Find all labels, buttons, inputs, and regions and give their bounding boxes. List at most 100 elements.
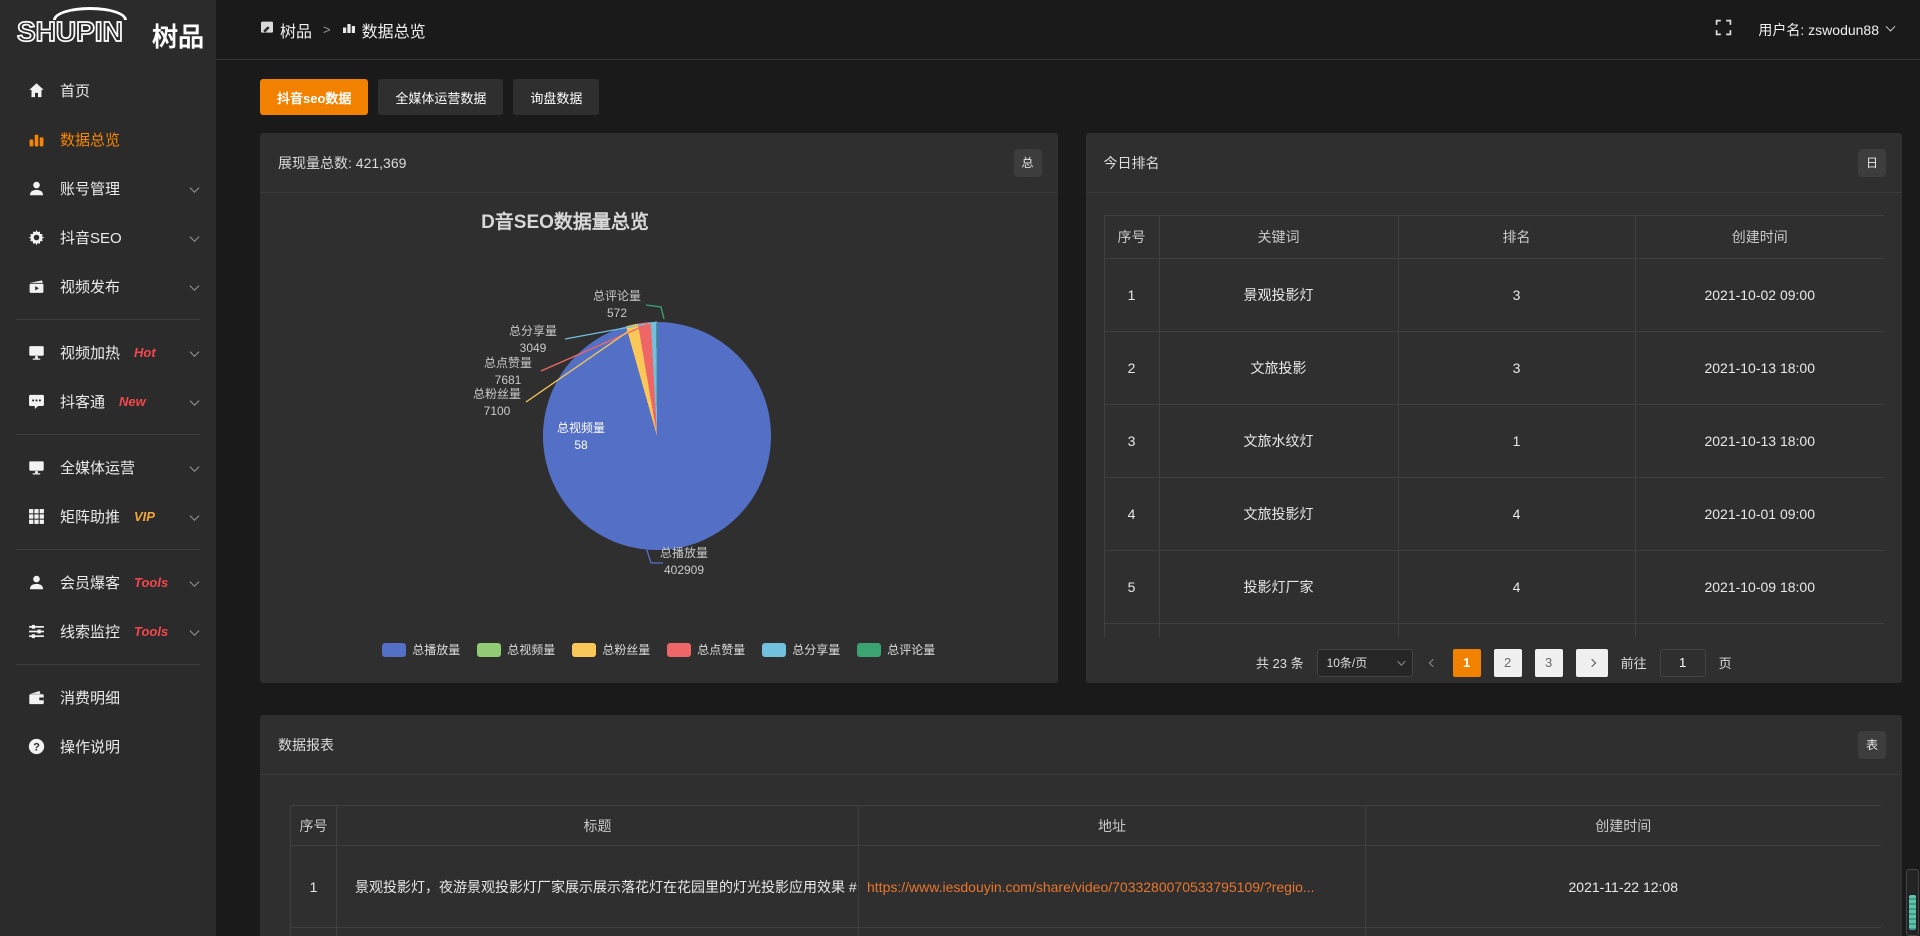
sidebar-item-label: 首页 <box>60 83 91 100</box>
page-size-select[interactable]: 10条/页 <box>1316 648 1413 677</box>
breadcrumb-current[interactable]: 数据总览 <box>342 18 426 42</box>
sidebar-item-douyin-seo[interactable]: 抖音SEO <box>0 213 216 262</box>
vertical-scrollbar[interactable] <box>1906 869 1919 936</box>
breadcrumb: 树品 > 数据总览 <box>260 18 426 42</box>
table-row[interactable]: 5 投影灯厂家 4 2021-10-09 18:00 <box>1103 550 1884 624</box>
fullscreen-icon[interactable] <box>1715 19 1732 41</box>
breadcrumb-separator: > <box>323 22 331 37</box>
legend-item-videos[interactable]: 总视频量 <box>477 641 555 658</box>
table-header-row: 序号 标题 地址 创建时间 <box>290 805 1881 846</box>
user-icon <box>27 180 45 198</box>
sidebar-item-label: 账号管理 <box>60 181 121 198</box>
sidebar-item-video-heat[interactable]: 视频加热 Hot <box>0 328 216 377</box>
legend-swatch <box>667 642 692 657</box>
scrollbar-thumb[interactable] <box>1909 895 1916 930</box>
question-icon: ? <box>27 738 45 756</box>
table-row[interactable]: 3 文旅水纹灯 1 2021-10-13 18:00 <box>1103 404 1884 478</box>
sidebar-item-video-publish[interactable]: 视频发布 <box>0 262 216 311</box>
video-link[interactable]: https://www.iesdouyin.com/share/video/70… <box>867 878 1315 895</box>
report-panel: 数据报表 表 序号 标题 地址 创建时间 1 景观投影灯，夜游景观投影灯厂家展示… <box>260 715 1902 936</box>
sidebar-item-data-overview[interactable]: 数据总览 <box>0 115 216 164</box>
chevron-down-icon <box>189 461 200 472</box>
breadcrumb-home-label: 树品 <box>280 23 313 41</box>
overview-panel-header: 展现量总数: 421,369 总 <box>260 133 1058 193</box>
sidebar-divider <box>16 549 200 550</box>
sidebar-item-label: 数据总览 <box>60 132 121 149</box>
sidebar-item-account[interactable]: 账号管理 <box>0 164 216 213</box>
prev-page-button[interactable] <box>1426 649 1440 677</box>
sidebar-item-douketong[interactable]: 抖客通 New <box>0 377 216 426</box>
table-badge-button[interactable]: 表 <box>1858 730 1886 759</box>
legend-item-plays[interactable]: 总播放量 <box>382 641 460 658</box>
data-tabs: 抖音seo数据 全媒体运营数据 询盘数据 <box>260 79 1902 115</box>
sidebar-item-matrix-boost[interactable]: 矩阵助推 VIP <box>0 492 216 541</box>
goto-page-input[interactable] <box>1659 648 1706 677</box>
total-badge-button[interactable]: 总 <box>1013 148 1042 177</box>
sidebar-item-member-boom[interactable]: 会员爆客 Tools <box>0 558 216 607</box>
sliders-icon <box>27 623 45 641</box>
tools-badge: Tools <box>134 575 169 590</box>
next-page-button[interactable] <box>1575 648 1608 677</box>
sidebar-item-label: 消费明细 <box>60 690 121 707</box>
col-created: 创建时间 <box>1634 215 1884 259</box>
legend-item-shares[interactable]: 总分享量 <box>762 641 840 658</box>
wallet-icon <box>27 689 45 707</box>
ranking-panel-header: 今日排名 日 <box>1085 133 1902 193</box>
table-row[interactable]: 1 景观投影灯 3 2021-10-02 09:00 <box>1103 258 1884 332</box>
col-index: 序号 <box>1103 215 1160 259</box>
legend-item-comments[interactable]: 总评论量 <box>857 641 935 658</box>
overview-title-label: 展现量总数: <box>278 154 352 171</box>
monitor-icon <box>27 459 45 477</box>
chat-icon <box>27 393 45 411</box>
table-row[interactable]: 1 景观投影灯，夜游景观投影灯厂家展示展示落花灯在花园里的灯光投影应用效果 # … <box>290 845 1881 928</box>
table-row-partial <box>290 927 1881 936</box>
overview-title-value: 421,369 <box>355 154 407 171</box>
tab-media-operation[interactable]: 全媒体运营数据 <box>378 79 504 115</box>
username-label: 用户名: zswodun88 <box>1758 21 1879 38</box>
sidebar-item-label: 会员爆客 <box>60 575 121 592</box>
table-row[interactable]: 2 文旅投影 3 2021-10-13 18:00 <box>1103 331 1884 405</box>
breadcrumb-home[interactable]: 树品 <box>260 18 312 42</box>
sidebar-item-home[interactable]: 首页 <box>0 66 216 115</box>
logo-text-cn: 树品 <box>152 22 205 52</box>
app-logo[interactable]: SHUPIN 树品 <box>0 0 216 58</box>
workspace-icon <box>260 20 274 39</box>
user-menu[interactable]: 用户名: zswodun88 <box>1758 20 1896 40</box>
table-row[interactable]: 4 文旅投影灯 4 2021-10-01 09:00 <box>1103 477 1884 551</box>
sidebar-item-lead-monitor[interactable]: 线索监控 Tools <box>0 607 216 656</box>
chart-title: D音SEO数据量总览 <box>481 212 649 233</box>
legend-item-fans[interactable]: 总粉丝量 <box>572 641 650 658</box>
page-button-1[interactable]: 1 <box>1452 648 1481 677</box>
legend-item-likes[interactable]: 总点赞量 <box>667 641 745 658</box>
page-button-3[interactable]: 3 <box>1534 648 1563 677</box>
sidebar-item-instructions[interactable]: ? 操作说明 <box>0 722 216 771</box>
sidebar-nav: 首页 数据总览 账号管理 抖音SEO 视频发布 <box>0 58 216 771</box>
chevron-down-icon <box>189 231 200 242</box>
hot-badge: Hot <box>134 345 156 360</box>
col-title: 标题 <box>336 805 859 846</box>
page-button-2[interactable]: 2 <box>1493 648 1522 677</box>
main-content: 抖音seo数据 全媒体运营数据 询盘数据 展现量总数: 421,369 总 D音… <box>216 60 1920 936</box>
chevron-down-icon <box>189 510 200 521</box>
tab-inquiry[interactable]: 询盘数据 <box>513 79 600 115</box>
chevron-down-icon <box>1885 21 1896 32</box>
pie-label-plays: 总播放量 402909 <box>659 546 708 577</box>
svg-text:?: ? <box>33 741 40 753</box>
sidebar-item-consumption[interactable]: 消费明细 <box>0 673 216 722</box>
chevron-down-icon <box>189 280 200 291</box>
tools-badge: Tools <box>134 624 169 639</box>
report-table: 序号 标题 地址 创建时间 1 景观投影灯，夜游景观投影灯厂家展示展示落花灯在花… <box>290 805 1881 936</box>
sidebar-item-label: 视频发布 <box>60 279 121 296</box>
chevron-left-icon <box>1428 658 1437 667</box>
pagination-total: 共 23 条 <box>1255 656 1304 671</box>
ranking-panel: 今日排名 日 序号 关键词 排名 创建时间 1 景观投影灯 3 2021-10-… <box>1085 133 1903 683</box>
tab-douyin-seo[interactable]: 抖音seo数据 <box>260 79 369 115</box>
day-badge-button[interactable]: 日 <box>1858 148 1886 177</box>
table-row-partial <box>1103 623 1884 637</box>
pagination: 共 23 条 10条/页 1 2 3 前往 页 <box>1086 648 1903 677</box>
goto-suffix: 页 <box>1718 656 1732 671</box>
sidebar-item-media-operation[interactable]: 全媒体运营 <box>0 443 216 492</box>
sidebar-item-label: 抖音SEO <box>60 230 122 247</box>
monitor-heat-icon <box>27 344 45 362</box>
